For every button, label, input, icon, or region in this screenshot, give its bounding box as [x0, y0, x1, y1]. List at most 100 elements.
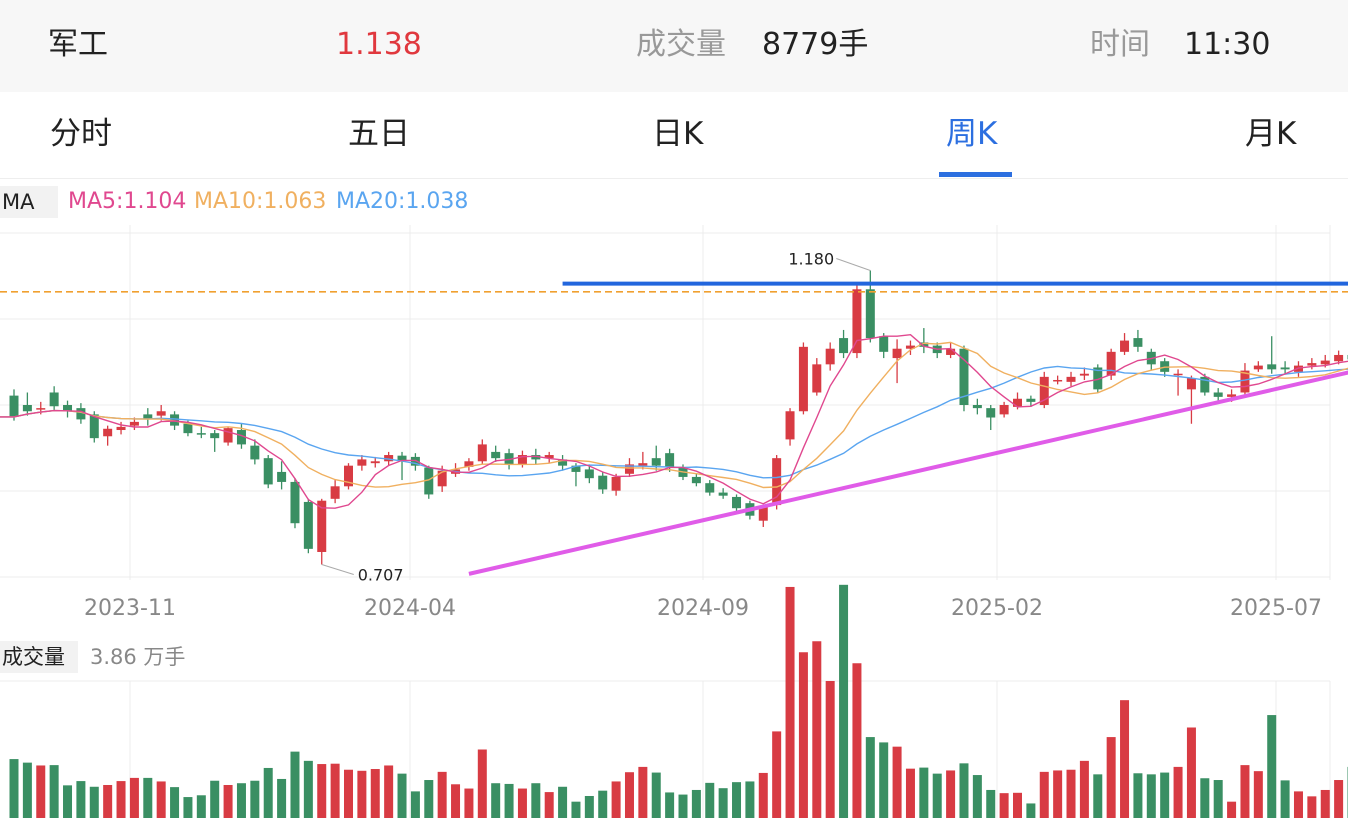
volume-bar [571, 801, 581, 818]
candle-body [972, 405, 982, 409]
candle-body [1227, 394, 1237, 397]
volume-bar [705, 782, 715, 818]
candle-body [1120, 340, 1130, 352]
volume-bar [9, 759, 19, 818]
candle-body [1253, 365, 1263, 370]
candle-body [1213, 392, 1223, 397]
volume-bar [1227, 801, 1237, 818]
candle-body [718, 492, 728, 496]
candle-body [1053, 379, 1063, 382]
candle-body [651, 458, 661, 466]
candle-body [665, 453, 675, 467]
candle-body [584, 469, 594, 479]
candle-body [1173, 373, 1183, 376]
moving-average-lines [0, 333, 1348, 509]
candle-body [103, 428, 113, 437]
candle-body [638, 463, 648, 466]
active-tab-indicator [939, 172, 1012, 177]
volume-bar [825, 681, 835, 818]
volume-bar [1066, 769, 1076, 818]
candle-body [397, 455, 407, 461]
candle-body [1026, 398, 1036, 402]
candle-body [772, 458, 782, 506]
volume-bar [330, 763, 340, 818]
x-tick-label: 2023-11 [84, 596, 176, 621]
candle-body [611, 476, 621, 491]
volume-bar [344, 769, 353, 818]
tab-five-day[interactable]: 五日 [348, 116, 410, 152]
volume-bar [919, 767, 929, 818]
ma5-line [0, 333, 1348, 509]
volume-bar [183, 797, 193, 818]
volume-bar [852, 663, 862, 818]
volume-bar [932, 773, 942, 818]
candle-body [250, 445, 260, 460]
candle-body [170, 414, 180, 426]
candle-body [116, 426, 126, 431]
volume-bar [1173, 766, 1183, 818]
tab-daily-k[interactable]: 日K [652, 116, 704, 152]
volume-bar [76, 781, 86, 818]
volume-bar [651, 772, 661, 818]
volume-bar [839, 584, 849, 818]
volume-bar [223, 784, 233, 818]
volume-bar [865, 737, 875, 818]
candle-body [1186, 378, 1196, 390]
ma10-line [0, 341, 1348, 489]
candle-body [1013, 398, 1022, 407]
volume-bar [772, 731, 782, 818]
candle-body [1334, 354, 1344, 362]
candle-body [531, 455, 541, 460]
volume-bar [1106, 737, 1116, 818]
candle-body [705, 483, 715, 493]
candle-body [183, 423, 193, 434]
indicator-selector-button[interactable]: MA [0, 186, 58, 218]
volume-bar [1320, 789, 1330, 818]
x-tick-label: 2025-02 [951, 596, 1043, 621]
trend-lines [0, 281, 1348, 576]
volume-bar [290, 751, 300, 818]
tab-intraday[interactable]: 分时 [50, 116, 112, 152]
volume-bar [63, 785, 73, 818]
candle-body [946, 348, 956, 355]
volume-bar [678, 794, 688, 818]
volume-bar [1160, 772, 1170, 818]
volume-indicator-button[interactable]: 成交量 [0, 641, 78, 673]
volume-bar [986, 789, 996, 818]
candle-body [691, 476, 701, 484]
candle-body [156, 411, 166, 416]
candle-body [129, 421, 139, 426]
tab-weekly-k[interactable]: 周K [946, 116, 998, 152]
candle-body [63, 405, 73, 412]
candle-body [1093, 367, 1103, 390]
candle-body [1079, 373, 1089, 376]
ma10-value: MA10:1.063 [194, 189, 327, 214]
tab-monthly-k[interactable]: 月K [1245, 116, 1297, 152]
volume-bar [517, 788, 527, 818]
support-line [468, 370, 1348, 576]
candle-body [491, 451, 501, 459]
candle-body [905, 345, 915, 349]
volume-bar [1186, 727, 1196, 818]
volume-bar [1026, 803, 1036, 818]
volume-bar [1293, 791, 1303, 818]
volume-bar [1039, 771, 1049, 818]
volume-bar [437, 771, 447, 818]
candle-body [1267, 364, 1277, 370]
volume-bar [999, 793, 1009, 818]
low-label: 0.707 [358, 565, 404, 584]
candle-body [370, 461, 380, 464]
period-tabs: 分时 五日 日K 周K 月K [0, 92, 1348, 179]
volume-bar [424, 780, 434, 818]
volume-bar [116, 781, 126, 818]
candle-body [384, 455, 394, 462]
volume-bar [491, 783, 501, 818]
volume-bar [357, 770, 367, 818]
volume-bar [129, 777, 139, 818]
candle-body [1039, 376, 1049, 405]
volume-bar [544, 792, 554, 818]
volume-bar [250, 780, 260, 818]
x-tick-label: 2024-04 [364, 596, 456, 621]
candle-body [410, 456, 420, 466]
